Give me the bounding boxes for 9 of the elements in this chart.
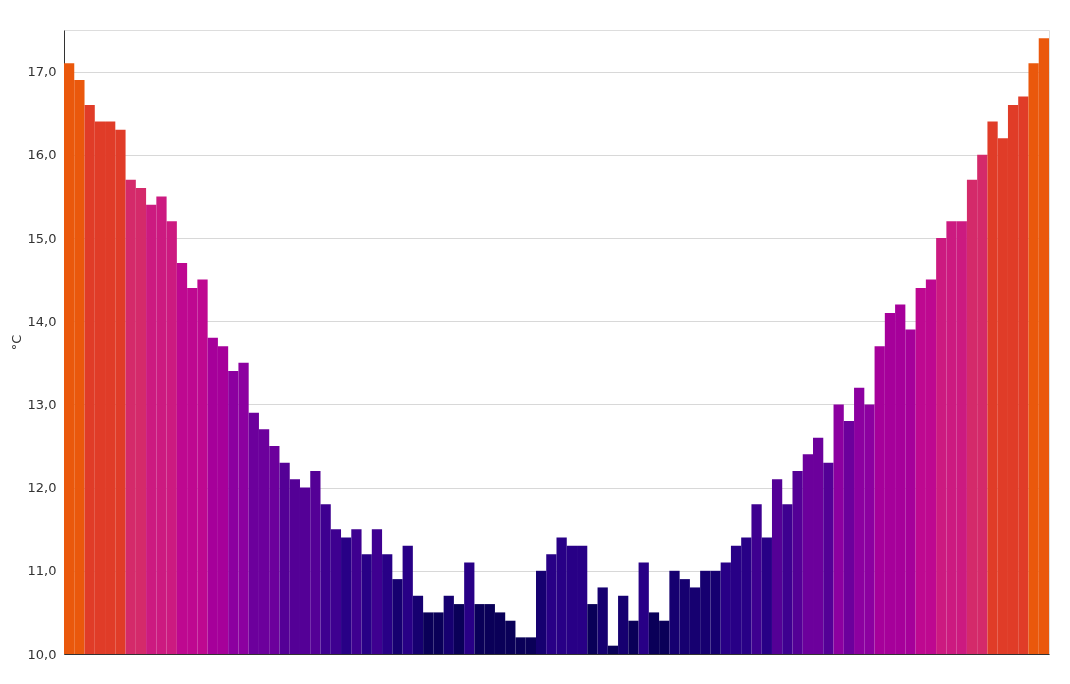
y-tick-label: 14,0 [27, 313, 57, 329]
y-axis-title: °C [8, 334, 24, 351]
y-tick-label: 15,0 [27, 230, 57, 246]
y-tick-label: 16,0 [27, 147, 57, 163]
y-tick-label: 11,0 [27, 563, 57, 579]
y-tick-label: 17,0 [27, 64, 57, 80]
y-tick-label: 10,0 [27, 646, 57, 662]
y-tick-label: 13,0 [27, 396, 57, 412]
y-tick-label: 12,0 [27, 480, 57, 496]
